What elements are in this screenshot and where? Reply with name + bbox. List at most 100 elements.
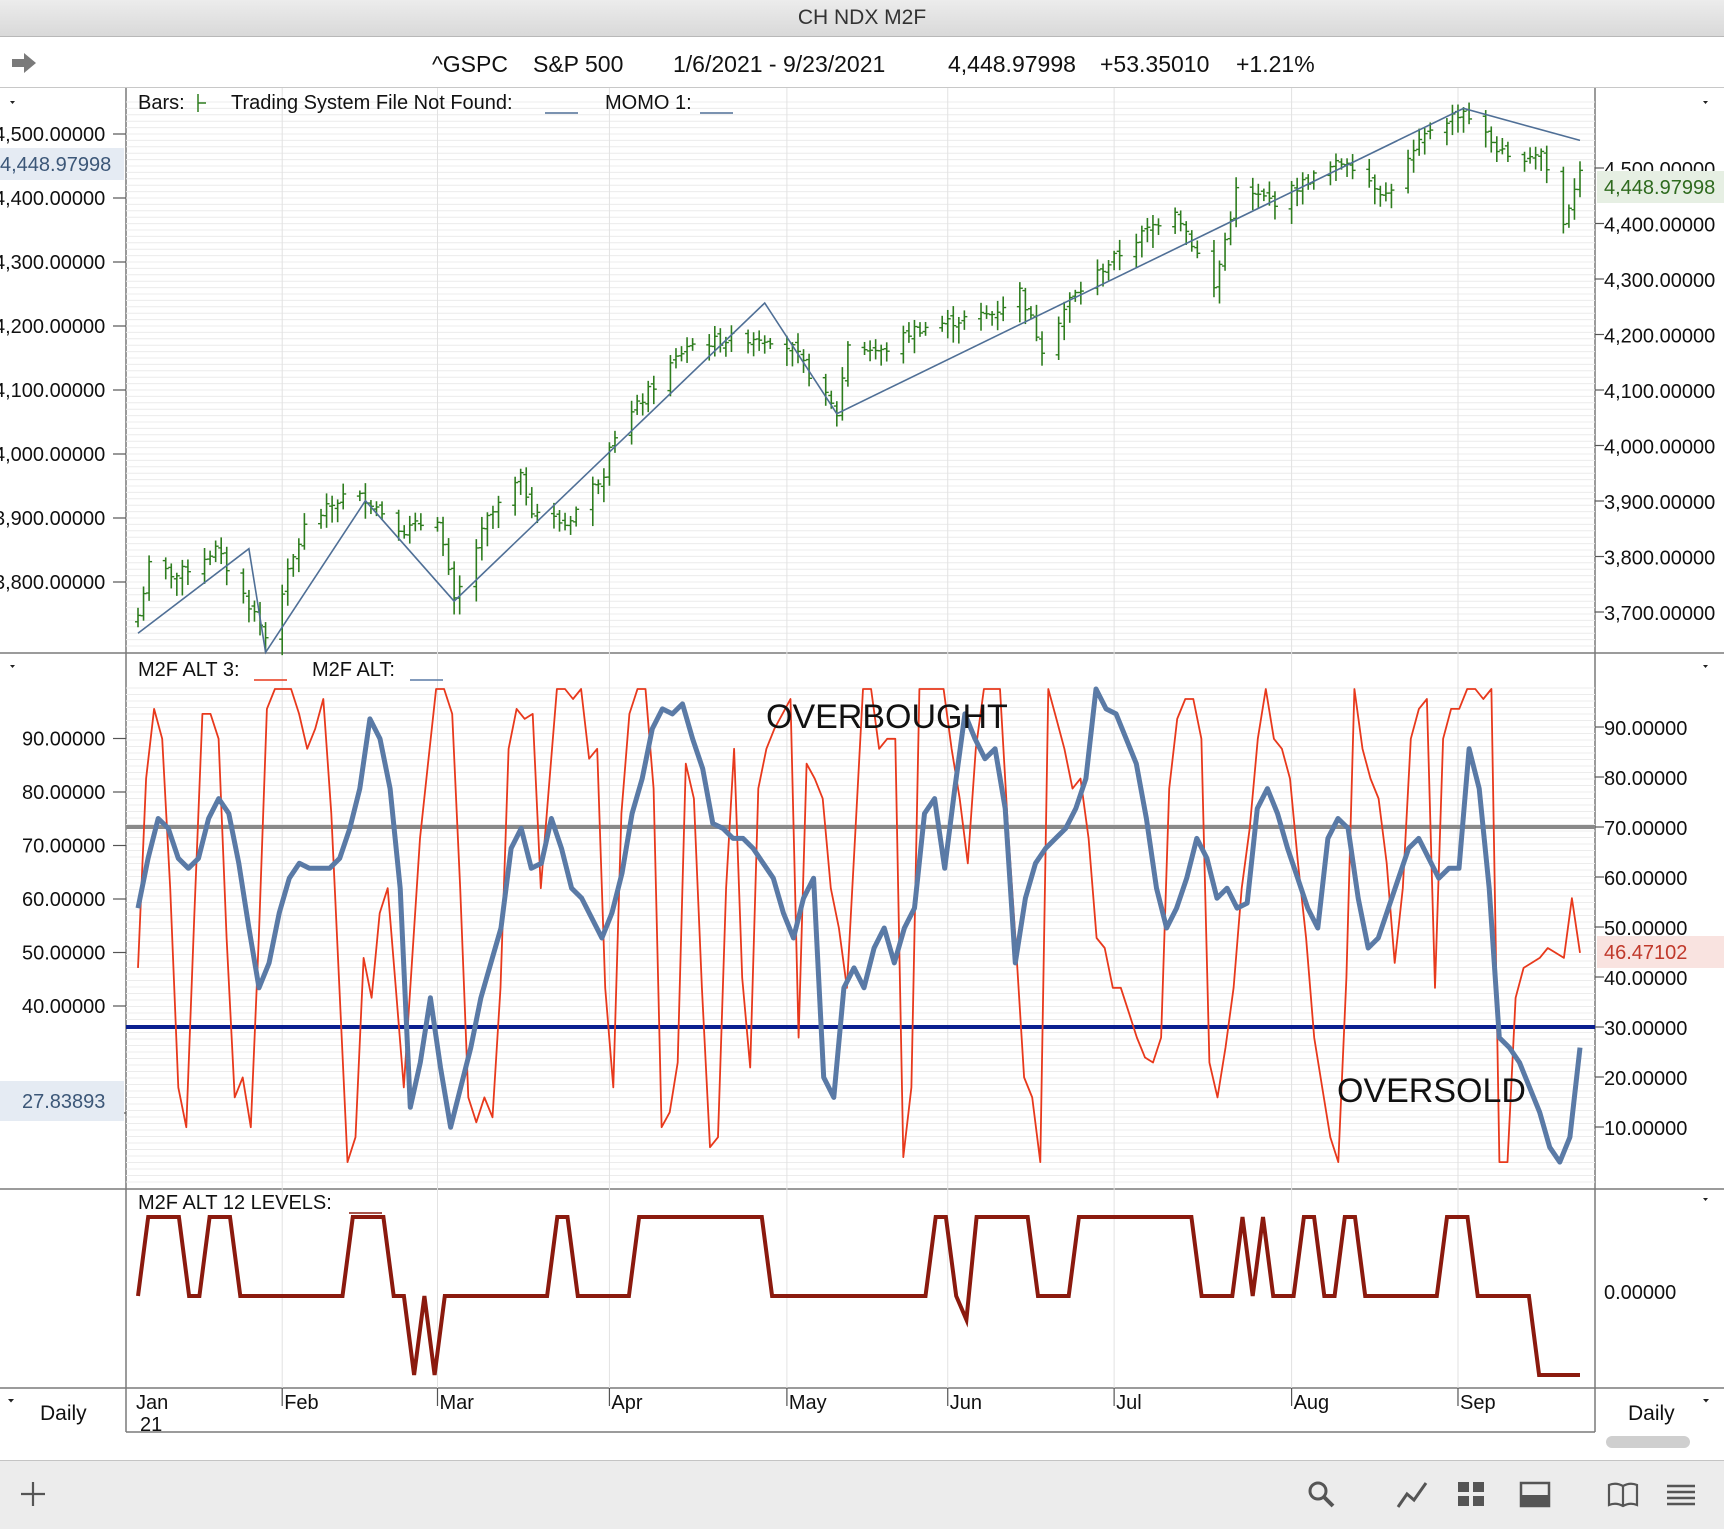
price-panel-right-menu-icon[interactable] (1703, 101, 1708, 104)
panel-layout-icon[interactable] (1518, 1477, 1552, 1511)
ohlc-bar (279, 584, 286, 656)
price-right-tick-label: 3,800.00000 (1604, 548, 1715, 570)
legend-levels: M2F ALT 12 LEVELS: (138, 1192, 332, 1214)
year-label: 21 (140, 1414, 162, 1436)
symbol-ticker: ^GSPC (432, 51, 508, 77)
period-right-menu-icon[interactable] (1703, 1399, 1709, 1403)
horizontal-scrollbar[interactable] (1606, 1436, 1690, 1448)
grid-view-icon[interactable] (1454, 1477, 1488, 1511)
osc-panel-right-menu-icon[interactable] (1703, 665, 1708, 668)
osc-right-tick-label: 70.00000 (1604, 818, 1687, 840)
osc-panel-menu-icon[interactable] (10, 665, 15, 668)
ohlc-bar (1443, 118, 1450, 146)
ohlc-bar (1294, 177, 1301, 207)
ohlc-bar (1532, 146, 1539, 170)
date-range: 1/6/2021 - 9/23/2021 (673, 51, 886, 77)
search-icon[interactable] (1304, 1477, 1338, 1511)
ohlc-bar (445, 538, 452, 575)
ohlc-bar (1138, 225, 1145, 258)
m2f-alt3-line (137, 688, 1581, 1163)
ohlc-bar (528, 487, 535, 519)
ohlc-bar (1172, 207, 1179, 234)
period-right-label[interactable]: Daily (1628, 1402, 1675, 1425)
price-right-tick-label: 3,900.00000 (1604, 492, 1715, 514)
add-button[interactable] (16, 1477, 50, 1511)
osc-right-axis: 90.00000 80.00000 70.00000 60.00000 50.00000… (1595, 718, 1687, 1140)
ohlc-bar (1027, 306, 1034, 320)
ohlc-bar (1377, 185, 1384, 207)
ohlc-bar (1183, 221, 1190, 245)
ohlc-bar (245, 589, 252, 623)
ohlc-bar (329, 495, 336, 523)
ohlc-bar (794, 333, 801, 364)
ohlc-bar (1039, 331, 1046, 366)
ohlc-bar (1149, 215, 1156, 248)
ohlc-bar (1371, 174, 1378, 205)
ohlc-bar (1249, 177, 1256, 211)
ohlc-bar (756, 330, 763, 351)
price-right-tick-label: 4,300.00000 (1604, 270, 1715, 292)
period-left-label[interactable]: Daily (40, 1402, 87, 1425)
ohlc-bar (1527, 147, 1534, 164)
ohlc-bar (989, 311, 996, 326)
ohlc-bar (684, 337, 691, 363)
ohlc-bar (1299, 172, 1306, 205)
chart-line-icon[interactable] (1395, 1477, 1429, 1511)
period-left-menu-icon[interactable] (8, 1399, 14, 1403)
ohlc-bar (201, 547, 208, 584)
ohlc-bar (1210, 240, 1217, 298)
ohlc-bar (1410, 139, 1417, 173)
ohlc-bar (1144, 217, 1151, 243)
osc-left-tick-label: 50.00000 (22, 943, 105, 965)
osc-left-tick-label: 70.00000 (22, 836, 105, 858)
ohlc-bar (1100, 263, 1107, 287)
legend-bars: Bars: (138, 92, 185, 114)
ohlc-bar (955, 316, 962, 344)
price-right-axis: 4,500.000004,400.000004,300.000004,200.0… (1595, 159, 1715, 625)
osc-left-tick-label: 40.00000 (22, 996, 105, 1018)
ohlc-bar (318, 508, 325, 529)
ohlc-bar (401, 525, 408, 539)
ohlc-bar (146, 555, 153, 601)
menu-lines-icon[interactable] (1664, 1477, 1698, 1511)
ohlc-bar (473, 539, 480, 602)
ohlc-bar (1105, 260, 1112, 281)
ohlc-bar (628, 400, 635, 445)
osc-right-tick-label: 90.00000 (1604, 718, 1687, 740)
month-tick-label: Mar (439, 1392, 474, 1414)
ohlc-bar (1571, 178, 1578, 220)
chart-area[interactable]: Bars: Trading System File Not Found: MOM… (0, 88, 1724, 1460)
ohlc-bar (262, 622, 269, 653)
ohlc-bar (911, 319, 918, 354)
ohlc-bar (878, 344, 885, 366)
ohlc-bar (240, 568, 247, 604)
osc-right-tick-label: 10.00000 (1604, 1118, 1687, 1140)
price-panel-menu-icon[interactable] (10, 101, 15, 104)
month-gridlines (281, 88, 1459, 1388)
ohlc-bar (600, 468, 607, 503)
ohlc-bar (323, 493, 330, 528)
ohlc-bar (440, 516, 447, 557)
ohlc-bar (567, 515, 574, 535)
ohlc-bar (645, 380, 652, 413)
price-change-percent: +1.21% (1236, 51, 1315, 77)
book-icon[interactable] (1606, 1477, 1640, 1511)
legend-alt: M2F ALT: (312, 659, 395, 681)
osc-right-tick-label: 30.00000 (1604, 1018, 1687, 1040)
forward-arrow-icon[interactable] (10, 52, 38, 74)
ohlc-bar (767, 337, 774, 349)
ohlc-bar (295, 538, 302, 573)
ohlc-bar (861, 341, 868, 356)
osc-right-tick-label: 80.00000 (1604, 768, 1687, 790)
window-title: CH NDX M2F (0, 0, 1724, 37)
ohlc-bar (634, 394, 641, 415)
price-right-tick-label: 4,000.00000 (1604, 437, 1715, 459)
ohlc-bar (495, 495, 502, 529)
levels-panel-right-menu-icon[interactable] (1703, 1198, 1708, 1201)
ohlc-bar (1177, 210, 1184, 232)
osc-left-tick-label: 90.00000 (22, 729, 105, 751)
ohlc-bar (867, 340, 874, 362)
price-right-current-label: 4,448.97998 (1604, 177, 1715, 199)
momo-1-line (137, 107, 1581, 655)
ohlc-bar (168, 563, 175, 589)
